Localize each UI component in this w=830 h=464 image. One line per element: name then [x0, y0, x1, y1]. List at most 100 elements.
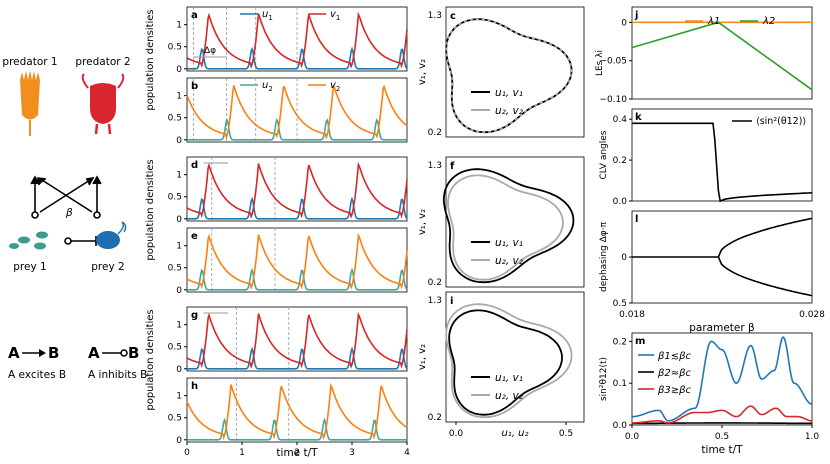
panel-letter-h: h [191, 381, 198, 392]
ts-ylabel-2: population densities [145, 159, 156, 260]
xtick-label: 2 [294, 448, 300, 458]
ytick-label: 1.3 [428, 11, 442, 21]
legend-text-1: u₁, v₁ [495, 237, 523, 249]
ytick-label: 0.5 [168, 43, 182, 53]
ytick-label: 0.1 [613, 379, 627, 389]
phase-portraits: 1.3 0.2 v₁, v₂ c u₁, v₁ u₂, v₂ 1.3 0.2 v₁, v₂ f u₁… [417, 6, 585, 439]
interaction-arrows [30, 175, 102, 246]
series-dephasing-lower [717, 256, 813, 297]
inhibits-b: B [128, 344, 139, 362]
ytick-label: 0.4 [613, 115, 628, 125]
ytick-label: 0.5 [168, 193, 182, 203]
xtick-label: 1 [239, 448, 245, 458]
phase-ylabel: v₁, v₂ [417, 59, 428, 85]
series-clv [632, 122, 813, 203]
series-v1 [186, 11, 408, 70]
panel-b: 0 0.5 1b u2 v2 [168, 77, 408, 146]
panel-frame-j [631, 6, 813, 100]
panel-frame-e [186, 227, 408, 293]
ytick-label: 0 [176, 286, 182, 296]
ytick-label: 0 [621, 18, 627, 28]
legend-beta1: β1≲βc [657, 351, 692, 362]
xlabel-l: parameter β [689, 322, 754, 334]
series-v2 [186, 382, 408, 441]
legend-text-2: u₂, v₂ [495, 255, 524, 267]
panel-letter-i: i [450, 296, 453, 307]
panel-letter-f: f [450, 161, 455, 172]
predator-2-icon [81, 73, 125, 135]
ytick-label: 0 [176, 136, 182, 146]
ytick-label: 0.5 [168, 114, 182, 124]
ytick-label: −0.10 [599, 95, 627, 105]
panel-a: 0 0.5 1a u1 v1 Δφ [168, 6, 408, 75]
ytick-label: 1.3 [428, 161, 442, 171]
panel-k: 0.4 0.2 0.0 CLV angles k ⟨sin²(θ12)⟩ [599, 108, 813, 207]
legend-beta3: β3≳βc [657, 385, 692, 396]
ytick-label: 0.2 [428, 278, 442, 288]
ytick-label: 1 [176, 92, 182, 102]
right-panels: 0 −0.05 −0.10 LEs λi j λ1 λ2 0.4 0.2 0.0 CLV angle… [595, 6, 825, 456]
ytick-label: 0 [176, 436, 182, 446]
ytick-label: 0.5 [168, 414, 182, 424]
series-v2 [186, 232, 408, 291]
ytick-label: 1 [176, 21, 182, 31]
series-u2 [187, 118, 407, 141]
panel-letter-e: e [191, 231, 198, 242]
panel-letter-l: l [635, 214, 638, 225]
ytick-label: 0 [176, 65, 182, 75]
panel-frame-i [445, 291, 585, 423]
prey-2-label: prey 2 [91, 261, 124, 273]
series-v2 [186, 84, 408, 140]
ts-ylabel-3: population densities [145, 309, 156, 410]
panel-g: 0 0.5 1g [168, 306, 408, 375]
orbit-u2v2 [445, 18, 573, 133]
xtick-label: 3 [349, 448, 355, 458]
ytick-label: 0.0 [613, 197, 628, 207]
ytick-label: 0.2 [428, 128, 442, 138]
orbit-u1v1 [448, 309, 563, 416]
legend-text-1: u₁, v₁ [495, 372, 523, 384]
legend-text-1: u₁, v₁ [495, 87, 523, 99]
excites-caption: A excites B [8, 369, 66, 381]
panel-letter-c: c [450, 11, 456, 22]
ytick-label: 1 [176, 242, 182, 252]
prey-1-icon [9, 231, 48, 250]
excites-a: A [8, 344, 20, 362]
xtick-label: 0.5 [715, 432, 729, 442]
inhibits-caption: A inhibits B [88, 369, 147, 381]
beta-label: β [65, 207, 73, 219]
legend-text-2: u₂, v₂ [495, 390, 524, 402]
panel-d: 0 0.5 1d [168, 156, 408, 225]
ylabel-m: sin²θ12(t) [599, 357, 609, 401]
ytick-label: 0 [176, 215, 182, 225]
series-beta1 [632, 336, 813, 422]
xtick-label: 0.0 [449, 429, 464, 439]
prey-2-icon [96, 221, 127, 249]
panel-f: 1.3 0.2 v₁, v₂ f u₁, v₁ u₂, v₂ [417, 156, 585, 288]
panel-letter-a: a [191, 10, 198, 21]
panel-l: 0 0.5 dephasing Δφ·π l 0.018 0.028 parameter β [599, 210, 825, 334]
ytick-label: 0 [621, 253, 627, 263]
ytick-label: 1 [176, 392, 182, 402]
predator-2-label: predator 2 [75, 56, 130, 68]
xtick-label: 4 [404, 448, 410, 458]
ylabel-k: CLV angles [599, 130, 609, 179]
xtick-label: 0.5 [559, 429, 573, 439]
inhibits-a: A [88, 344, 100, 362]
xtick-label: 0 [184, 448, 190, 458]
ytick-label: 1 [176, 321, 182, 331]
legend-lambda2: λ2 [762, 16, 775, 27]
panel-letter-j: j [634, 10, 638, 21]
excites-b: B [48, 344, 59, 362]
panel-m: 0.2 0.1 0.0 sin²θ12(t) m β1≲βc β2≈βc β3≳βc 0.0 0.… [599, 332, 819, 456]
ytick-label: −0.05 [599, 57, 627, 67]
xlabel-m: time t/T [701, 444, 743, 456]
series-lambda2 [631, 21, 813, 91]
panel-i: 1.3 0.2 v₁, v₂ i u₁, v₁ u₂, v₂ 0.0 0.5 u₁, u₂ [417, 291, 585, 439]
orbit-u2v2 [447, 174, 564, 281]
